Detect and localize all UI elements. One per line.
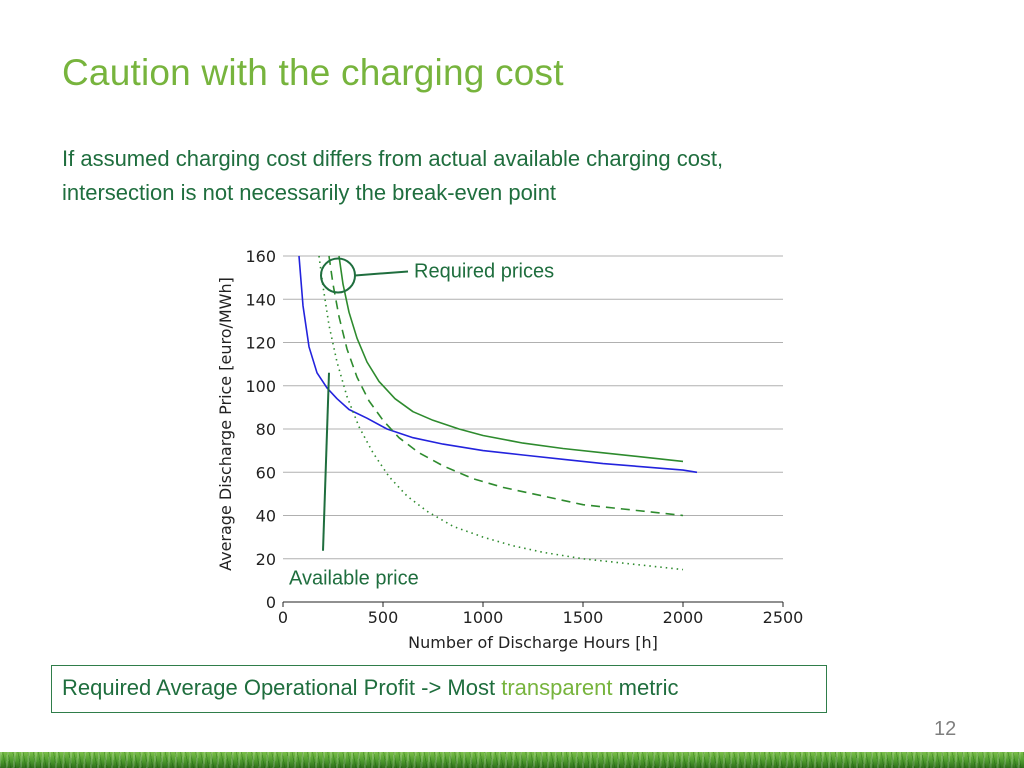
- callout-suffix: metric: [612, 675, 679, 700]
- discharge-price-chart: 0 20 40 60 80 100 120 140 160 0 500 1000 1500 2000 250…: [216, 247, 804, 652]
- required-prices-label: Required prices: [414, 260, 554, 282]
- page-number: 12: [934, 718, 957, 740]
- y-tick-label: 100: [245, 377, 276, 396]
- y-tick-label: 120: [245, 334, 276, 353]
- y-axis-label: Average Discharge Price [euro/MWh]: [216, 277, 235, 571]
- required-prices-connector: [354, 270, 409, 277]
- x-tick-label: 2500: [763, 608, 804, 627]
- subtitle-line-1: If assumed charging cost differs from ac…: [62, 146, 724, 171]
- available-price-connector: [322, 372, 330, 551]
- series-line-4-dotted: [318, 255, 684, 571]
- x-axis-label: Number of Discharge Hours [h]: [408, 633, 658, 652]
- y-tick-label: 80: [256, 420, 276, 439]
- callout-box: Required Average Operational Profit -> M…: [51, 665, 827, 713]
- x-tick-label: 0: [278, 608, 288, 627]
- slide-title: Caution with the charging cost: [62, 52, 564, 93]
- x-tick-label: 2000: [663, 608, 704, 627]
- x-tick-label: 1000: [463, 608, 504, 627]
- callout-prefix: Required Average Operational Profit -> M…: [62, 675, 502, 700]
- callout-accent: transparent: [501, 675, 613, 700]
- subtitle: If assumed charging cost differs from ac…: [62, 142, 942, 210]
- available-price-label: Available price: [289, 567, 419, 589]
- x-tick-label: 500: [368, 608, 399, 627]
- y-tick-label: 0: [266, 593, 276, 612]
- callout-text: Required Average Operational Profit -> M…: [62, 675, 679, 701]
- series-line-2-solid: [338, 255, 684, 463]
- subtitle-line-2: intersection is not necessarily the brea…: [62, 180, 557, 205]
- y-tick-label: 140: [245, 290, 276, 309]
- chart: 0 20 40 60 80 100 120 140 160 0 500 1000 1500 2000 250…: [210, 240, 830, 660]
- series-line-1-solid: [298, 255, 698, 474]
- required-prices-highlight-circle: [320, 257, 356, 294]
- y-tick-label: 160: [245, 247, 276, 266]
- x-tick-label: 1500: [563, 608, 604, 627]
- y-tick-label: 20: [256, 550, 276, 569]
- y-tick-label: 40: [256, 507, 276, 526]
- series-line-3-dashed: [328, 255, 684, 517]
- y-tick-label: 60: [256, 463, 276, 482]
- grass-footer-decoration: [0, 752, 1024, 768]
